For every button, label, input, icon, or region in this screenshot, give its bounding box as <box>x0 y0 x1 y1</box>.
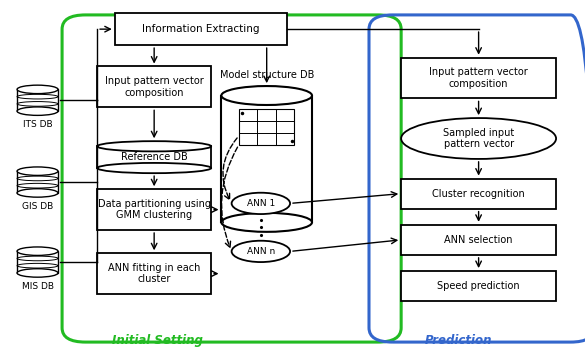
Text: GIS DB: GIS DB <box>22 202 53 211</box>
Ellipse shape <box>231 193 290 214</box>
Bar <box>115 13 287 45</box>
Bar <box>401 271 556 301</box>
Ellipse shape <box>17 189 58 197</box>
Text: ANN selection: ANN selection <box>444 235 513 245</box>
Text: ANN 1: ANN 1 <box>247 199 275 208</box>
Text: MIS DB: MIS DB <box>22 282 53 291</box>
Ellipse shape <box>17 85 58 94</box>
Ellipse shape <box>222 86 312 105</box>
Bar <box>401 57 556 99</box>
Text: ANN n: ANN n <box>247 247 275 256</box>
Bar <box>97 66 211 107</box>
Ellipse shape <box>17 247 58 255</box>
Text: Input pattern vector
composition: Input pattern vector composition <box>429 67 528 89</box>
Bar <box>17 171 58 193</box>
Bar <box>239 109 294 145</box>
Text: Model structure DB: Model structure DB <box>220 70 314 80</box>
Ellipse shape <box>222 213 312 232</box>
Text: ITS DB: ITS DB <box>23 120 52 129</box>
Bar <box>97 189 211 230</box>
Ellipse shape <box>17 107 58 115</box>
Bar <box>222 96 312 222</box>
Text: Prediction: Prediction <box>424 334 492 347</box>
Bar <box>17 251 58 273</box>
Ellipse shape <box>97 141 211 151</box>
Bar <box>97 253 211 294</box>
Bar <box>97 146 211 168</box>
Ellipse shape <box>401 118 556 159</box>
Ellipse shape <box>231 241 290 262</box>
Text: Reference DB: Reference DB <box>121 152 188 162</box>
Text: Data partitioning using
GMM clustering: Data partitioning using GMM clustering <box>98 199 210 220</box>
Ellipse shape <box>17 269 58 277</box>
Text: Cluster recognition: Cluster recognition <box>432 188 525 198</box>
Bar <box>401 178 556 209</box>
Ellipse shape <box>97 163 211 173</box>
Text: Sampled input
pattern vector: Sampled input pattern vector <box>443 128 515 149</box>
Text: Input pattern vector
composition: Input pattern vector composition <box>105 76 203 98</box>
Bar <box>17 89 58 111</box>
Text: Speed prediction: Speed prediction <box>437 281 520 291</box>
Text: ANN fitting in each
cluster: ANN fitting in each cluster <box>108 263 200 285</box>
Text: Initial Setting: Initial Setting <box>112 334 203 347</box>
Text: Information Extracting: Information Extracting <box>142 24 260 34</box>
Bar <box>401 225 556 255</box>
Ellipse shape <box>17 167 58 175</box>
